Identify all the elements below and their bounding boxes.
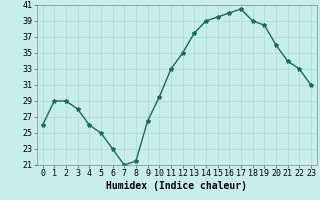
X-axis label: Humidex (Indice chaleur): Humidex (Indice chaleur): [106, 181, 247, 191]
